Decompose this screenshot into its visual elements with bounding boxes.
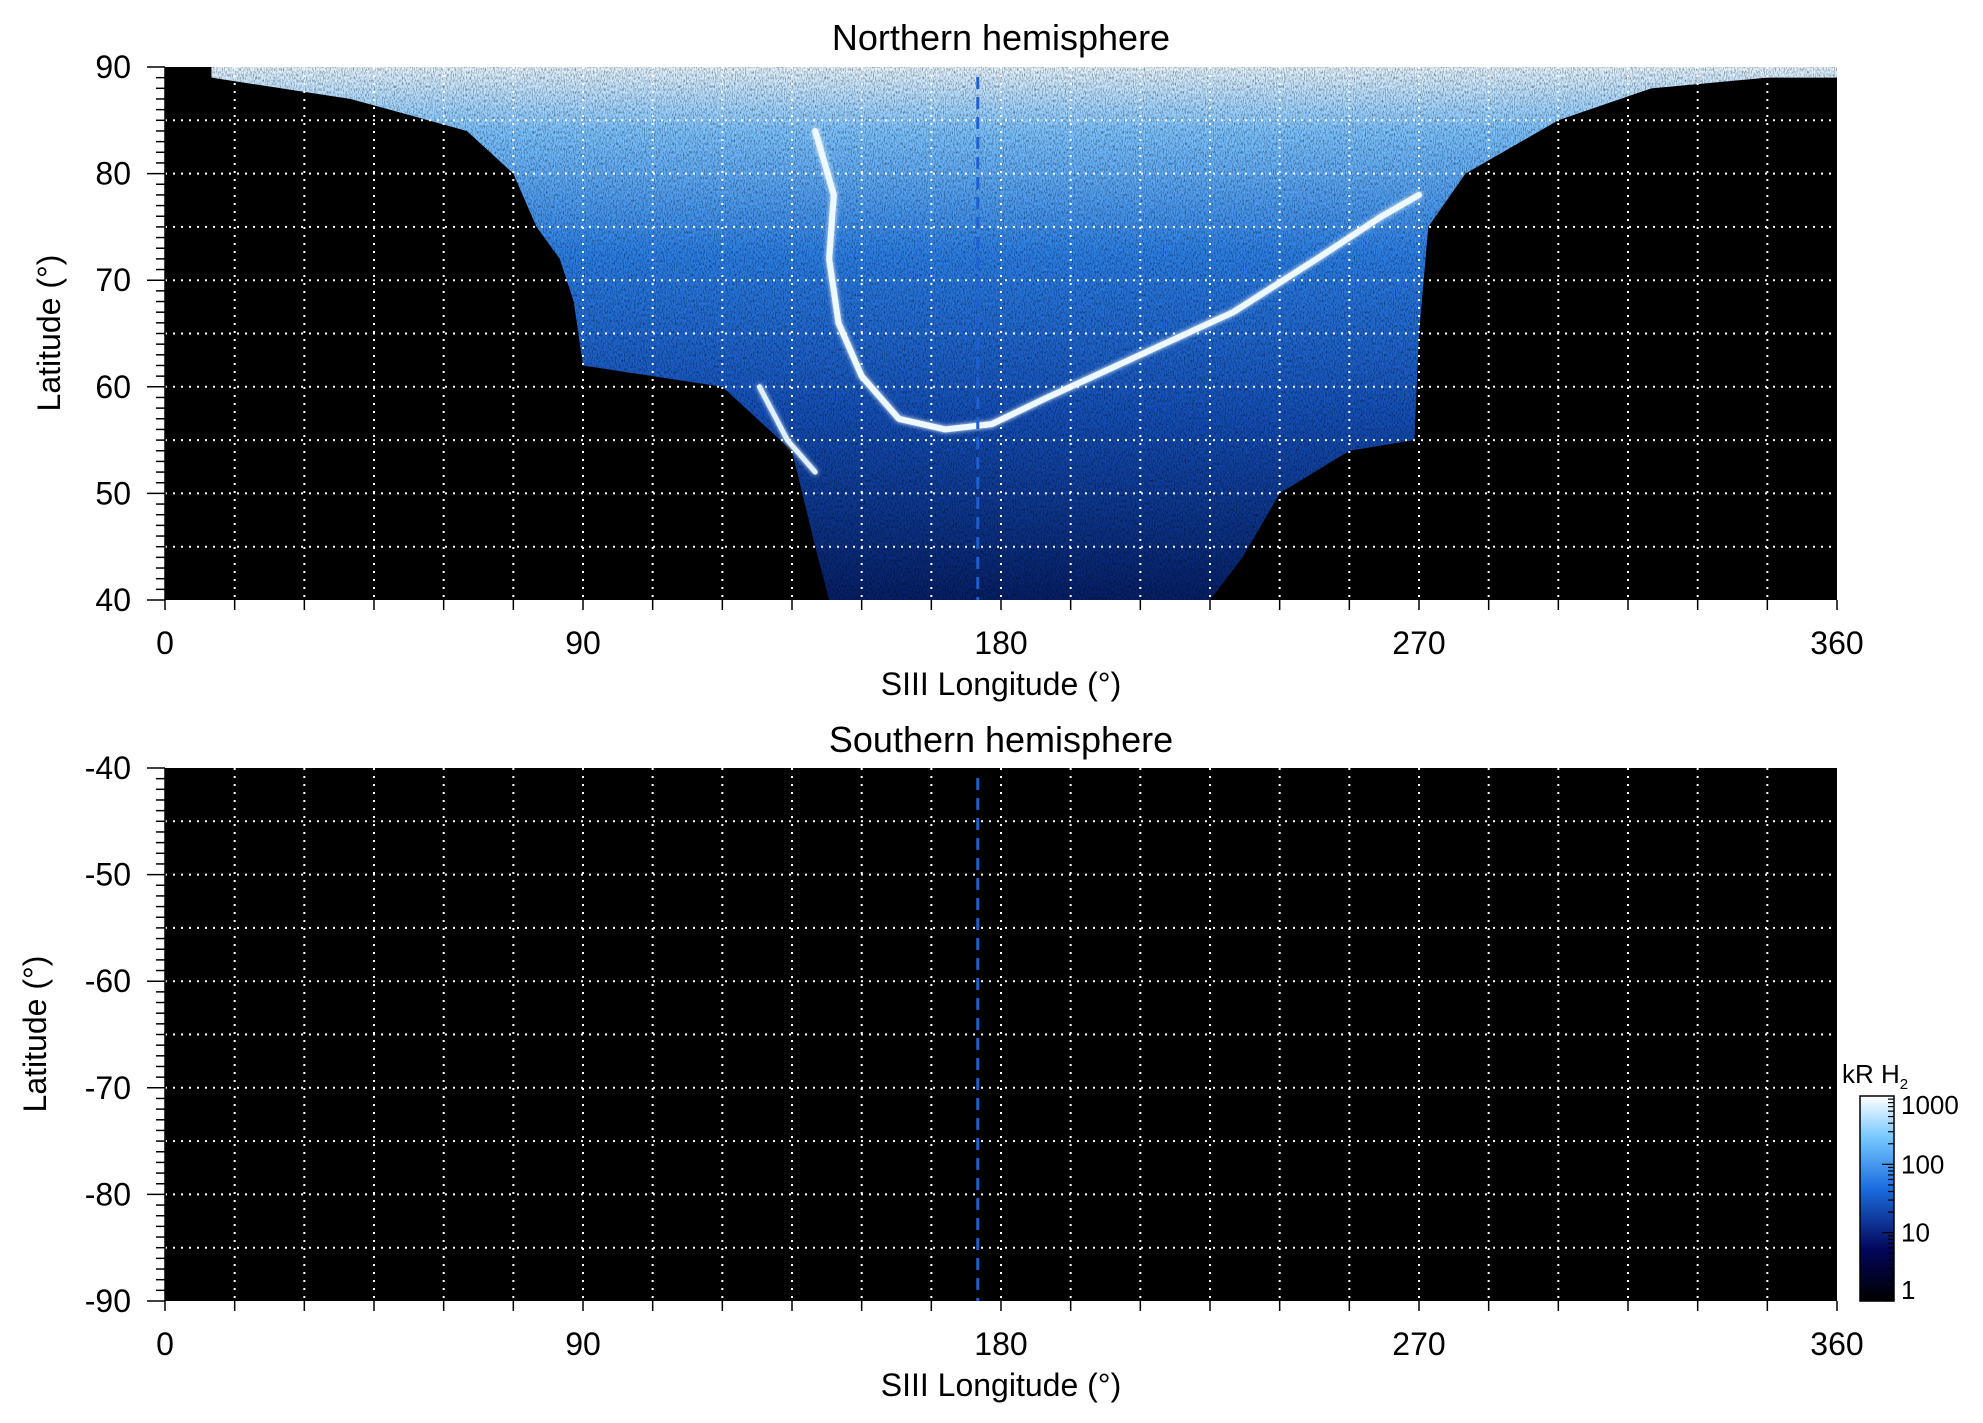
y-tick-label: -50 — [85, 857, 131, 893]
southern-axis-ticks: 0 90 180 270 360 -40 -50 -60 -70 -80 -90 — [85, 750, 1864, 1362]
x-tick-label: 270 — [1392, 1326, 1445, 1362]
southern-grid — [165, 768, 1837, 1301]
y-tick-label: 60 — [95, 369, 131, 405]
colorbar: kR H2 1000 100 10 1 — [1842, 1059, 1959, 1305]
x-tick-label: 0 — [156, 625, 174, 661]
x-tick-label: 90 — [565, 1326, 601, 1362]
auroral-emission-noise — [211, 67, 1837, 600]
y-tick-label: 50 — [95, 475, 131, 511]
x-tick-label: 360 — [1810, 1326, 1863, 1362]
secondary-auroral-arc — [756, 384, 818, 475]
y-tick-label: -80 — [85, 1176, 131, 1212]
colorbar-gradient — [1859, 1095, 1895, 1302]
y-tick-label: -40 — [85, 750, 131, 786]
y-tick-label: 80 — [95, 156, 131, 192]
colorbar-label-text: kR H — [1842, 1059, 1900, 1089]
northern-title: Northern hemisphere — [832, 17, 1170, 58]
southern-plot-area — [165, 768, 1837, 1301]
x-tick-label: 360 — [1810, 625, 1863, 661]
x-tick-label: 180 — [974, 625, 1027, 661]
colorbar-label-subscript: 2 — [1900, 1076, 1908, 1093]
northern-panel: Northern hemisphere 0 90 180 270 360 40 50 60 70… — [31, 17, 1864, 702]
colorbar-tick-label: 10 — [1901, 1218, 1930, 1248]
colorbar-tick-label: 1000 — [1901, 1090, 1959, 1120]
colorbar-ticks: 1000 100 10 1 — [1882, 1090, 1959, 1305]
colorbar-tick-label: 100 — [1901, 1149, 1944, 1179]
y-tick-label: -60 — [85, 963, 131, 999]
southern-title: Southern hemisphere — [829, 719, 1173, 760]
northern-y-axis-label: Latitude (°) — [31, 255, 67, 412]
colorbar-label: kR H2 — [1842, 1059, 1908, 1093]
northern-grid — [165, 67, 1837, 600]
colorbar-tick-label: 1 — [1901, 1275, 1915, 1305]
southern-x-axis-label: SIII Longitude (°) — [881, 1367, 1121, 1403]
southern-y-axis-label: Latitude (°) — [17, 956, 53, 1113]
x-tick-label: 270 — [1392, 625, 1445, 661]
main-auroral-oval — [812, 127, 1422, 433]
northern-x-axis-label: SIII Longitude (°) — [881, 666, 1121, 702]
y-tick-label: 40 — [95, 582, 131, 618]
x-tick-label: 90 — [565, 625, 601, 661]
northern-axis-ticks: 0 90 180 270 360 40 50 60 70 80 90 — [95, 49, 1863, 661]
y-tick-label: 90 — [95, 49, 131, 85]
y-tick-label: -70 — [85, 1070, 131, 1106]
x-tick-label: 180 — [974, 1326, 1027, 1362]
southern-panel: Southern hemisphere 0 90 180 270 360 -40 -50 -6… — [17, 719, 1864, 1403]
x-tick-label: 0 — [156, 1326, 174, 1362]
y-tick-label: 70 — [95, 262, 131, 298]
y-tick-label: -90 — [85, 1283, 131, 1319]
